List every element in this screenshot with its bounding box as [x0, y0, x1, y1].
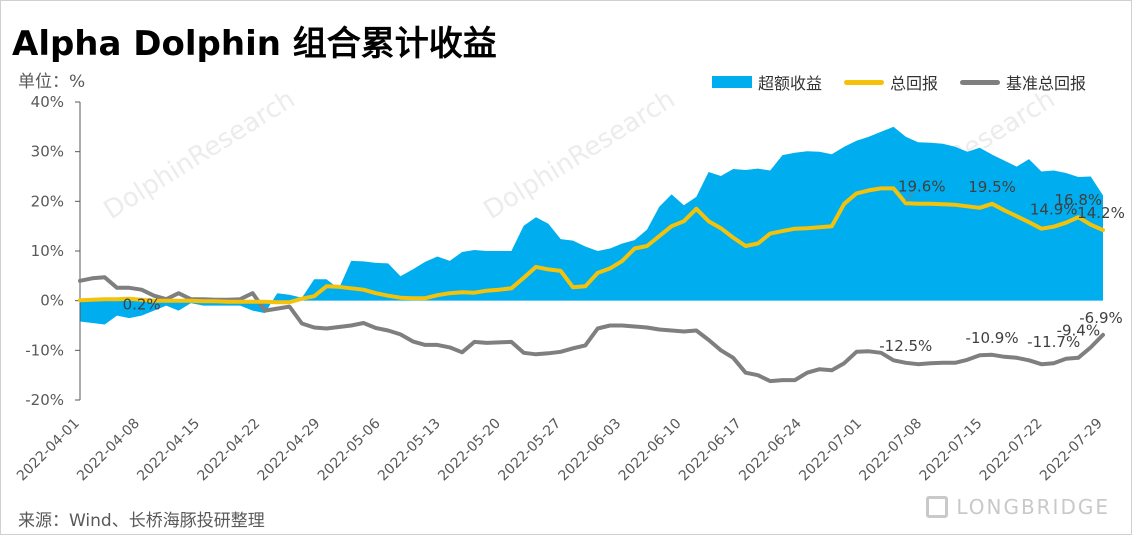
data-label: 14.9%: [1030, 201, 1078, 219]
x-tick-label: 2022-04-22: [195, 416, 264, 485]
source-note: 来源：Wind、长桥海豚投研整理: [18, 511, 265, 531]
x-tick-label: 2022-05-20: [435, 416, 504, 485]
legend-label-total: 总回报: [889, 74, 938, 93]
legend-swatch-total: [843, 79, 884, 85]
legend-swatch-benchmark: [959, 79, 1000, 85]
benchmark-return-line: [78, 275, 1105, 384]
y-tick-label: 20%: [31, 192, 64, 210]
excess-return-area: [80, 126, 1103, 325]
y-tick-label: 10%: [31, 242, 64, 260]
y-tick-label: 30%: [31, 143, 64, 161]
legend-label-benchmark: 基准总回报: [1005, 74, 1086, 93]
y-tick-label: -10%: [25, 341, 64, 359]
x-tick-label: 2022-07-15: [917, 416, 986, 485]
legend-item-benchmark: 基准总回报: [959, 70, 1086, 94]
legend-label-excess: 超额收益: [757, 74, 822, 93]
total-return-line: [78, 186, 1105, 305]
data-label: 19.6%: [898, 177, 946, 195]
data-label: -12.5%: [879, 337, 932, 355]
x-tick-label: 2022-05-13: [375, 416, 444, 485]
y-tick-label: -20%: [25, 391, 64, 409]
legend-swatch-excess: [711, 76, 752, 88]
legend: 超额收益 总回报 基准总回报: [711, 70, 1086, 94]
y-tick-label: 40%: [31, 93, 64, 111]
data-label: -11.7%: [1027, 333, 1080, 351]
x-tick-label: 2022-06-17: [676, 416, 745, 485]
x-tick-label: 2022-05-06: [315, 415, 384, 484]
data-label: 16.8%: [1055, 191, 1103, 209]
chart-title: Alpha Dolphin 组合累计收益: [12, 24, 497, 64]
unit-label: 单位：%: [18, 72, 86, 92]
legend-item-excess: 超额收益: [711, 70, 822, 94]
x-tick-label: 2022-06-24: [736, 415, 805, 484]
brand-logo: LONGBRIDGE: [926, 495, 1110, 519]
x-tick-label: 2022-07-08: [856, 416, 925, 485]
legend-item-total: 总回报: [843, 70, 938, 94]
x-tick-label: 2022-04-08: [74, 416, 143, 485]
data-label: -9.4%: [1057, 321, 1101, 339]
brand-mark-icon: [926, 496, 949, 518]
x-tick-label: 2022-07-29: [1037, 416, 1106, 485]
x-tick-label: 2022-04-15: [134, 416, 203, 485]
data-label: 0.2%: [123, 296, 161, 314]
x-tick-label: 2022-04-01: [14, 416, 83, 485]
x-tick-label: 2022-04-29: [255, 416, 324, 485]
brand-text: LONGBRIDGE: [956, 495, 1110, 519]
x-tick-label: 2022-06-03: [556, 416, 625, 485]
x-tick-label: 2022-05-27: [495, 416, 564, 485]
data-label: -6.9%: [1079, 309, 1123, 327]
x-tick-label: 2022-07-01: [796, 416, 865, 485]
data-label: 14.2%: [1077, 204, 1125, 222]
data-label: 19.5%: [968, 178, 1016, 196]
x-tick-label: 2022-06-10: [616, 416, 685, 485]
x-tick-label: 2022-07-22: [977, 416, 1046, 485]
y-tick-label: 0%: [40, 292, 64, 310]
data-label-leader: [905, 191, 915, 202]
data-label: -10.9%: [966, 329, 1019, 347]
